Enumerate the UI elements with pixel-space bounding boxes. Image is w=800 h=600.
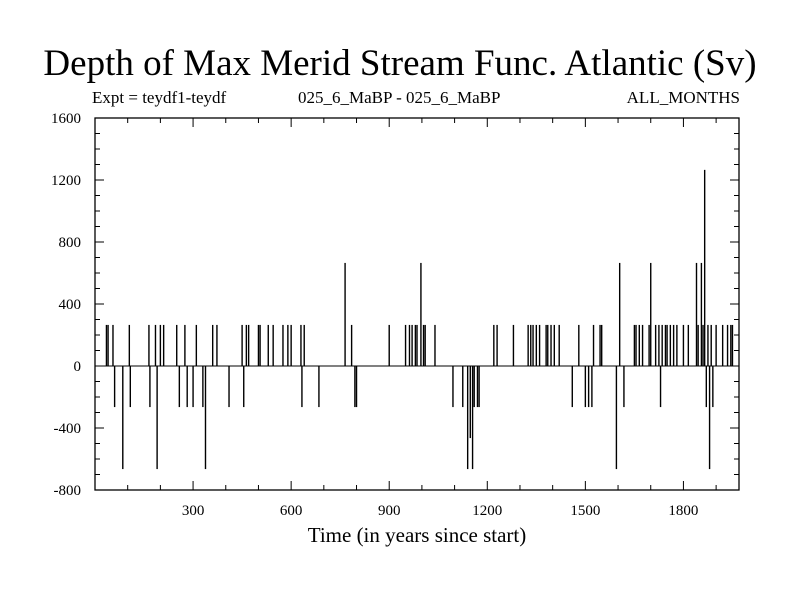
x-tick-label: 900 (378, 503, 401, 519)
x-tick-label: 1500 (570, 503, 600, 519)
x-tick-label: 1200 (472, 503, 502, 519)
y-tick-label: 400 (59, 297, 82, 313)
y-tick-label: -800 (54, 483, 82, 499)
plot-frame (94, 117, 740, 491)
x-axis-label: Time (in years since start) (307, 523, 527, 547)
y-tick-label: 1600 (51, 111, 81, 127)
axis-tick-labels: 300 600 900 1200 1500 1800 -800 -400 0 400 800 1200… (51, 111, 698, 519)
y-tick-label: 1200 (51, 173, 81, 189)
data-spikes (105, 169, 734, 470)
y-tick-label: -400 (54, 421, 82, 437)
chart-title: Depth of Max Merid Stream Func. Atlantic… (43, 43, 757, 84)
axis-ticks (95, 118, 739, 490)
y-tick-label: 800 (59, 235, 82, 251)
months-label: ALL_MONTHS (626, 88, 740, 107)
period-label: 025_6_MaBP - 025_6_MaBP (298, 88, 501, 107)
x-tick-label: 300 (182, 503, 205, 519)
x-tick-label: 1800 (668, 503, 698, 519)
x-tick-label: 600 (280, 503, 303, 519)
experiment-label: Expt = teydf1-teydf (92, 88, 227, 107)
y-tick-label: 0 (74, 359, 82, 375)
